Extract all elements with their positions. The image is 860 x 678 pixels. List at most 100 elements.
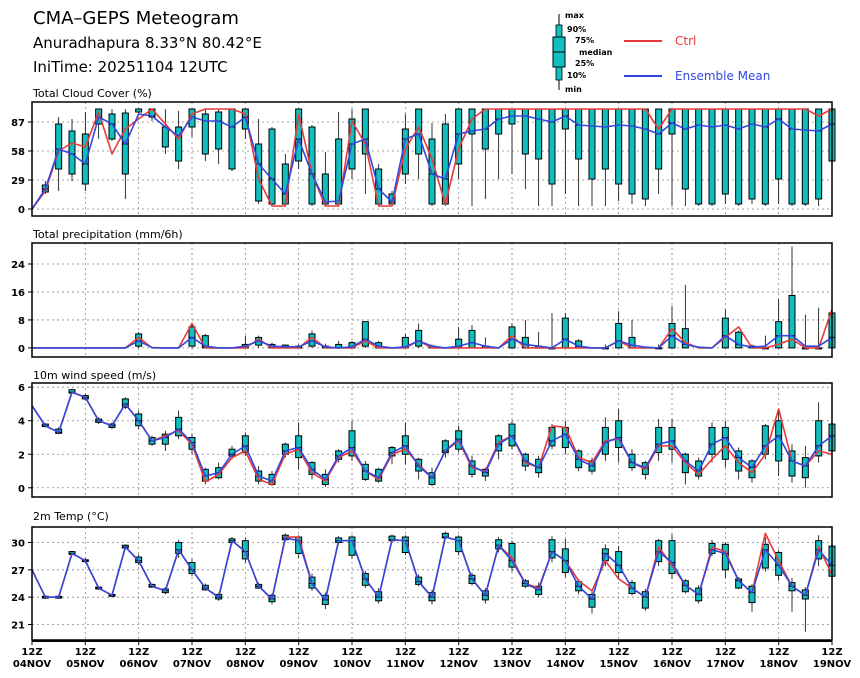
box-body xyxy=(255,143,263,202)
ensemble-box xyxy=(788,246,796,349)
box-body xyxy=(668,426,676,450)
precipitation-frame xyxy=(31,242,833,358)
y-tick-label: 30 xyxy=(11,538,25,549)
y-tick-label: 24 xyxy=(11,593,25,604)
legend-min: min xyxy=(565,85,582,94)
ensemble-box xyxy=(508,108,516,174)
legend-p90: 90% xyxy=(567,25,586,34)
ensemble-box xyxy=(561,312,569,349)
ensemble-box xyxy=(588,108,596,206)
ensemble-box xyxy=(268,127,276,206)
ensemble-box xyxy=(641,108,649,206)
temperature-panel-title: 2m Temp (°C) xyxy=(33,510,109,523)
x-tick-label-hour: 12Z xyxy=(661,647,682,658)
box-body xyxy=(641,108,649,200)
box-body xyxy=(55,123,63,170)
wind-speed-panel-title: 10m wind speed (m/s) xyxy=(33,369,156,382)
ensemble-box xyxy=(281,154,289,206)
box-body xyxy=(361,108,369,155)
ensemble-box xyxy=(788,108,796,206)
legend-box-glyph xyxy=(552,14,566,90)
wind-speed-frame xyxy=(31,382,833,498)
ensemble-box xyxy=(361,321,369,348)
ensemble-box xyxy=(801,445,809,488)
box-body xyxy=(628,108,636,195)
box-body xyxy=(735,331,743,349)
y-tick-label: 8 xyxy=(18,316,25,327)
x-tick-label-date: 14NOV xyxy=(546,659,585,670)
ensemble-box xyxy=(68,119,76,181)
box-body xyxy=(708,426,716,455)
x-tick-label-date: 13NOV xyxy=(493,659,532,670)
box-body xyxy=(188,562,196,574)
legend-p10: 10% xyxy=(567,71,586,80)
x-tick-label-hour: 12Z xyxy=(821,647,842,658)
box-body xyxy=(775,552,783,576)
x-tick-label-hour: 12Z xyxy=(768,647,789,658)
box-body xyxy=(175,541,183,554)
x-tick-label-hour: 12Z xyxy=(128,647,149,658)
ensemble-box xyxy=(721,108,729,204)
ensemble-box xyxy=(775,410,783,477)
box-body xyxy=(761,543,769,569)
y-tick-label: 2 xyxy=(18,450,25,461)
ensemble-box xyxy=(548,108,556,206)
box-body xyxy=(468,108,476,135)
ensemble-box xyxy=(508,420,516,450)
box-body xyxy=(681,108,689,190)
x-tick-label-date: 15NOV xyxy=(600,659,639,670)
ensemble-box xyxy=(401,422,409,465)
box-body xyxy=(348,536,356,556)
ensemble-box xyxy=(721,542,729,579)
box-body xyxy=(561,108,569,130)
box-body xyxy=(681,328,689,349)
temperature-panel: 2m Temp (°C) 21 24 27 30 xyxy=(11,510,836,641)
ensemble-box xyxy=(615,108,623,201)
box-body xyxy=(508,423,516,447)
ensemble-box xyxy=(415,323,423,348)
ensemble-box xyxy=(735,108,743,206)
y-tick-label: 0 xyxy=(18,484,25,495)
x-tick-label-date: 12NOV xyxy=(440,659,479,670)
box-body xyxy=(228,108,236,170)
x-tick-label-hour: 12Z xyxy=(448,647,469,658)
ensemble-box xyxy=(321,592,329,610)
box-body xyxy=(81,133,89,185)
y-tick-label: 21 xyxy=(11,621,25,632)
x-tick-label-date: 06NOV xyxy=(120,659,159,670)
box-body xyxy=(161,433,169,445)
precipitation-panel: Total precipitation (mm/6h) 0 8 16 24 xyxy=(11,228,836,358)
box-body xyxy=(201,113,209,155)
legend-median: median xyxy=(579,48,613,57)
x-tick-label-hour: 12Z xyxy=(75,647,96,658)
legend-p25: 25% xyxy=(575,59,594,68)
x-tick-label-hour: 12Z xyxy=(501,647,522,658)
ensemble-box xyxy=(348,420,356,461)
x-tick-label-date: 04NOV xyxy=(13,659,52,670)
x-tick-label-hour: 12Z xyxy=(341,647,362,658)
precipitation-ctrl-line xyxy=(32,309,833,349)
cloud-cover-panel-title: Total Cloud Cover (%) xyxy=(32,87,152,100)
y-tick-label: 6 xyxy=(18,383,25,394)
box-body xyxy=(175,416,183,437)
box-body xyxy=(761,108,769,205)
box-body xyxy=(588,593,596,608)
ensemble-box xyxy=(708,422,716,463)
box-body xyxy=(668,540,676,574)
ensemble-box xyxy=(681,108,689,206)
x-tick-label-hour: 12Z xyxy=(555,647,576,658)
box-body xyxy=(401,435,409,455)
ensemble-box xyxy=(615,408,623,463)
ensemble-box xyxy=(548,312,556,350)
box-body xyxy=(708,108,716,205)
legend: max 90% 75% median 25% 10% min Ctrl Ense… xyxy=(552,11,770,94)
x-tick-label-date: 17NOV xyxy=(706,659,745,670)
y-tick-label: 4 xyxy=(18,417,25,428)
legend-ctrl-label: Ctrl xyxy=(675,34,696,48)
box-body xyxy=(455,536,463,553)
box-body xyxy=(215,111,223,150)
box-body xyxy=(748,108,756,200)
ensemble-box xyxy=(201,109,209,161)
box-body xyxy=(588,108,596,180)
